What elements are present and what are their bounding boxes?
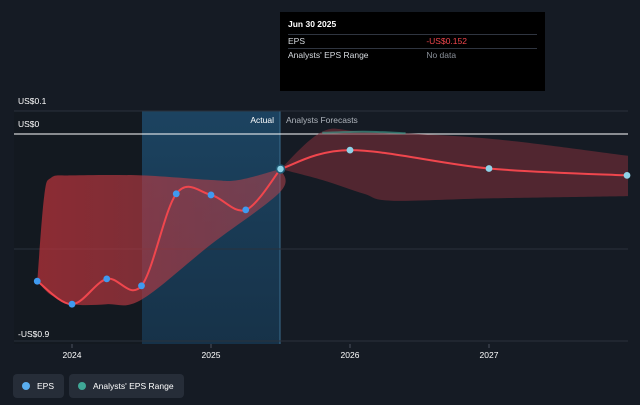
eps-lines [36, 149, 629, 306]
y-label-zero: US$0 [18, 119, 40, 129]
range-dot-icon [78, 382, 87, 390]
eps-forecast-point[interactable] [346, 146, 354, 154]
y-label-bottom: -US$0.9 [18, 329, 49, 339]
eps-point[interactable] [172, 190, 180, 198]
tooltip-eps-value: -US$0.152 [426, 36, 467, 46]
eps-point[interactable] [33, 277, 41, 285]
forecast-label: Analysts Forecasts [286, 115, 358, 125]
eps-forecast-line [280, 149, 629, 177]
legend-eps-label: EPS [37, 381, 55, 391]
tooltip-title: Jun 30 2025 [288, 19, 337, 29]
eps-point[interactable] [207, 191, 215, 199]
eps-dot-icon [22, 382, 30, 390]
range-top-highlight [322, 130, 406, 135]
eps-points [33, 146, 631, 308]
actual-label: Actual [250, 115, 274, 125]
eps-forecast-point[interactable] [485, 165, 493, 172]
eps-point[interactable] [138, 282, 145, 290]
tooltip-range-label: Analysts' EPS Range [288, 50, 369, 60]
eps-point[interactable] [242, 206, 250, 214]
legend-range-label: Analysts' EPS Range [93, 381, 174, 391]
eps-point[interactable] [103, 275, 111, 283]
x-tick-label: 2024 [63, 350, 82, 360]
tooltip-row-eps: EPS -US$0.152 [288, 34, 537, 48]
x-axis-ticks: 2024 2025 2026 2027 [63, 344, 499, 360]
legend-range-button[interactable]: Analysts' EPS Range [69, 374, 184, 398]
y-label-top: US$0.1 [18, 96, 47, 106]
tooltip-eps-label: EPS [288, 36, 306, 46]
eps-actual-line [36, 168, 282, 306]
past-range-band [37, 169, 286, 306]
x-tick-label: 2025 [202, 350, 221, 360]
x-tick-label: 2027 [480, 350, 499, 360]
eps-forecast-point[interactable] [623, 172, 631, 179]
legend-eps-button[interactable]: EPS [13, 374, 65, 398]
tooltip: Jun 30 2025 EPS -US$0.152 Analysts' EPS … [280, 12, 545, 91]
eps-point-current[interactable] [275, 164, 286, 174]
x-tick-label: 2026 [341, 350, 360, 360]
tooltip-row-range: Analysts' EPS Range No data [288, 48, 537, 62]
legend: EPS Analysts' EPS Range [13, 374, 184, 398]
eps-point[interactable] [68, 300, 76, 308]
tooltip-range-value: No data [426, 50, 457, 60]
